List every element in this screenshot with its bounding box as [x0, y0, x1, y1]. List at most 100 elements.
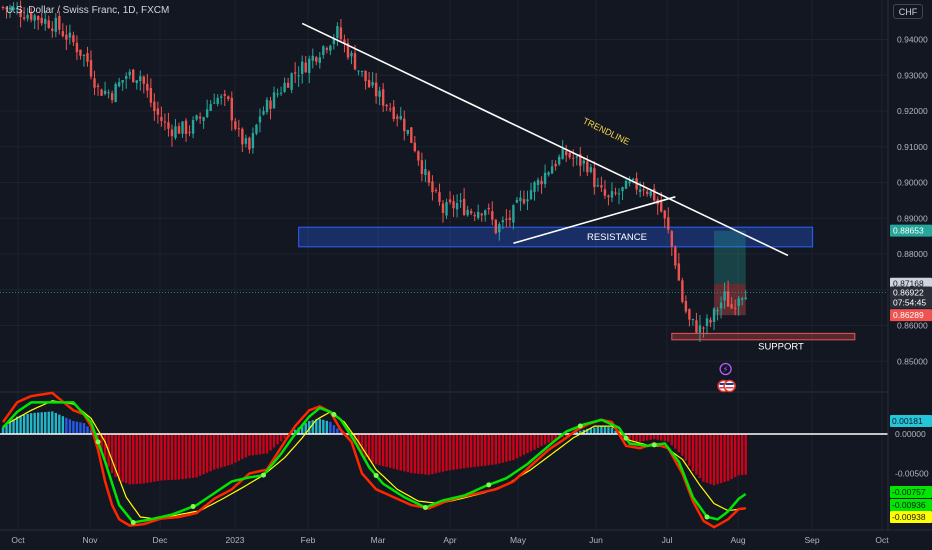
rising-support-line: [513, 196, 676, 245]
candle-body: [61, 31, 65, 37]
macd-histogram-bar: [455, 434, 459, 470]
price-tick-label: 0.86000: [897, 321, 928, 331]
candle-body: [286, 82, 290, 88]
macd-histogram-bar: [22, 414, 26, 434]
event-icons[interactable]: ⚡: [717, 362, 736, 393]
candle-body: [308, 58, 311, 73]
macd-histogram-bar: [51, 411, 54, 434]
candle-body: [230, 97, 233, 121]
candle-body: [156, 108, 160, 115]
candle-body: [631, 178, 635, 181]
lightning-event-icon[interactable]: [719, 362, 732, 376]
candle-body: [385, 104, 388, 107]
macd-histogram-bar: [705, 434, 709, 483]
macd-histogram-bar: [216, 434, 219, 469]
candle-body: [251, 133, 255, 149]
candle-body: [22, 17, 26, 19]
candle-body: [469, 211, 473, 214]
candle-body: [311, 55, 314, 61]
candle-body: [107, 92, 110, 94]
currency-button[interactable]: CHF: [893, 4, 923, 19]
time-axis-bg: [0, 530, 932, 550]
macd-histogram-bar: [283, 434, 286, 439]
macd-histogram-bar: [628, 434, 631, 441]
macd-histogram-bar: [663, 434, 666, 442]
candle-body: [621, 187, 624, 192]
macd-histogram-bar: [184, 434, 188, 479]
macd-histogram-bar: [40, 412, 43, 434]
macd-histogram-bar: [392, 434, 395, 469]
candle-body: [339, 27, 343, 40]
macd-histogram-bar: [163, 434, 167, 481]
macd-histogram-bar: [477, 434, 480, 467]
macd-histogram-bar: [543, 434, 547, 445]
macd-histogram-bar: [188, 434, 191, 479]
macd-histogram-bar: [462, 434, 466, 469]
candle-body: [318, 57, 321, 63]
cross-marker: [331, 412, 337, 418]
macd-histogram-bar: [410, 434, 413, 474]
price-tick-label: 0.94000: [897, 35, 928, 45]
price-tick-label: 0.85000: [897, 356, 928, 366]
macd-histogram-bar: [515, 434, 519, 459]
candle-body: [216, 97, 219, 104]
candle-body: [744, 297, 747, 300]
chart-title: U.S. Dollar / Swiss Franc, 1D, FXCM: [6, 5, 170, 16]
macd-indicator-pane: [0, 391, 888, 529]
candle-body: [153, 101, 156, 112]
macd-histogram-bar: [209, 434, 212, 472]
candle-body: [434, 190, 438, 192]
macd-histogram-bar: [248, 434, 251, 456]
macd-histogram-bar: [505, 434, 508, 462]
time-tick-label: Apr: [443, 535, 456, 545]
green-line: [2, 401, 747, 524]
candle-body: [498, 224, 501, 233]
flag-stripe: [725, 387, 734, 389]
macd-histogram-bar: [645, 434, 649, 441]
candle-body: [688, 309, 691, 320]
macd-histogram-bar: [529, 434, 533, 452]
us-flag-event-icon[interactable]: [723, 379, 736, 393]
macd-histogram-bar: [213, 434, 216, 470]
indicator-value-bg: [890, 511, 932, 523]
candle-body: [139, 76, 142, 81]
macd-histogram-bar: [540, 434, 543, 447]
macd-histogram-bar: [244, 434, 248, 458]
candle-body: [501, 220, 505, 223]
macd-histogram-bar: [413, 434, 417, 474]
macd-histogram-bar: [459, 434, 462, 469]
candle-body: [413, 142, 417, 152]
candle-body: [279, 92, 283, 94]
time-tick-label: Sep: [804, 535, 819, 545]
candle-body: [301, 61, 304, 74]
candle-body: [491, 211, 494, 220]
macd-histogram-bar: [579, 430, 582, 434]
macd-histogram-bar: [234, 434, 237, 463]
candle-body: [596, 185, 600, 187]
price-axis-bg: [888, 0, 932, 550]
candle-body: [75, 42, 79, 53]
macd-histogram-bar: [702, 434, 705, 482]
candle-body: [12, 7, 15, 10]
candle-body: [37, 16, 40, 20]
price-label: 0.87168: [893, 279, 924, 289]
candle-body: [593, 168, 596, 188]
macd-histogram-bar: [19, 415, 22, 434]
macd-histogram-bar: [205, 434, 209, 473]
macd-histogram-bar: [389, 434, 392, 468]
macd-histogram-bar: [610, 427, 614, 434]
candle-body: [410, 127, 413, 143]
candle-body: [195, 115, 198, 120]
candle-body: [241, 128, 244, 145]
cross-marker: [577, 423, 583, 429]
candle-body: [47, 20, 50, 28]
macd-histogram-bar: [47, 411, 50, 434]
macd-histogram-bar: [737, 434, 740, 476]
macd-histogram-bar: [325, 420, 329, 434]
candle-body: [51, 28, 54, 31]
macd-histogram-bar: [279, 434, 283, 442]
candle-body: [65, 34, 68, 40]
candle-body: [191, 119, 195, 134]
macd-histogram-bar: [44, 411, 47, 434]
